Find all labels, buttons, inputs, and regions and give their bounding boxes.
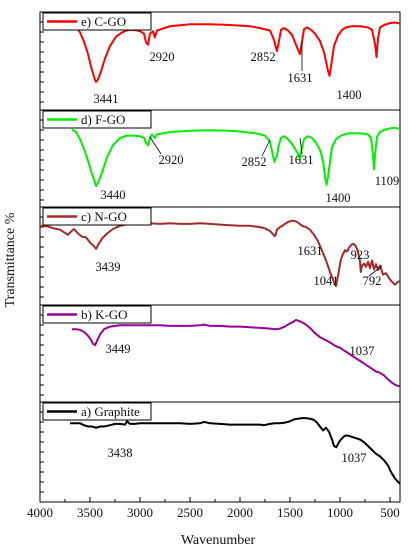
annotation-leader (149, 136, 162, 155)
panel-2: c) N-GO 3439 1631 1041 923 792 (39, 206, 401, 306)
peak-label: 2852 (242, 155, 267, 169)
x-tick-label: 1500 (277, 505, 303, 520)
x-tick-label: 3500 (77, 505, 103, 520)
x-tick-label: 1000 (327, 505, 353, 520)
peak-label: 2852 (251, 50, 276, 64)
series-line (71, 126, 400, 187)
y-axis-label: Transmittance % (3, 212, 18, 307)
peak-label: 1400 (326, 191, 351, 205)
annotation-leader (261, 139, 271, 157)
peak-label: 1041 (314, 274, 339, 288)
x-tick-label: 2000 (227, 505, 253, 520)
annotation-leader (368, 265, 383, 277)
peak-label: 1631 (288, 71, 313, 85)
legend-label: d) F-GO (81, 112, 125, 127)
spectra-panels: e) C-GO 3441 2920 2852 1631 1400 d) F-GO 3440 29… (39, 11, 401, 503)
legend-box (42, 12, 152, 31)
legend-box (42, 305, 152, 324)
legend-label: c) N-GO (81, 209, 127, 224)
legend-label: a) Graphite (81, 404, 140, 419)
panel-3: b) K-GO 3449 1037 (39, 304, 401, 403)
legend-box (42, 207, 152, 226)
series-line (40, 219, 400, 287)
x-tick-label: 3000 (127, 505, 153, 520)
peak-label: 3440 (101, 188, 126, 202)
peak-label: 1631 (289, 153, 314, 167)
peak-label: 3449 (106, 342, 131, 356)
peak-label: 3438 (108, 446, 133, 460)
peak-label: 1400 (337, 88, 362, 102)
series-line (72, 319, 400, 387)
legend-label: e) C-GO (81, 14, 126, 29)
panel-1: d) F-GO 3440 2920 2852 1631 1400 1109 (39, 109, 401, 208)
x-tick-label: 500 (380, 505, 400, 520)
peak-label: 923 (351, 248, 370, 262)
peak-label: 2920 (159, 153, 184, 167)
panel-4: a) Graphite 3438 1037 (39, 401, 401, 503)
x-axis: 4000 3500 3000 2500 2000 1500 1000 500 (27, 497, 400, 520)
x-tick-label: 2500 (177, 505, 203, 520)
annotation-leader (299, 137, 303, 155)
peak-label: 3441 (94, 92, 119, 106)
series-line (71, 21, 400, 83)
legend-box (42, 110, 152, 129)
peak-label: 1109 (375, 174, 400, 188)
peak-label: 792 (363, 274, 382, 288)
legend-label: b) K-GO (81, 307, 128, 322)
panel-0: e) C-GO 3441 2920 2852 1631 1400 (39, 11, 401, 111)
x-tick-label: 4000 (27, 505, 53, 520)
series-line (70, 417, 400, 485)
peak-label: 1631 (298, 244, 323, 258)
peak-label: 3439 (96, 260, 121, 274)
legend-box (42, 402, 152, 421)
peak-label: 1037 (342, 451, 367, 465)
peak-label: 1037 (350, 344, 375, 358)
x-axis-label: Wavenumber (181, 533, 256, 548)
peak-label: 2920 (150, 50, 175, 64)
